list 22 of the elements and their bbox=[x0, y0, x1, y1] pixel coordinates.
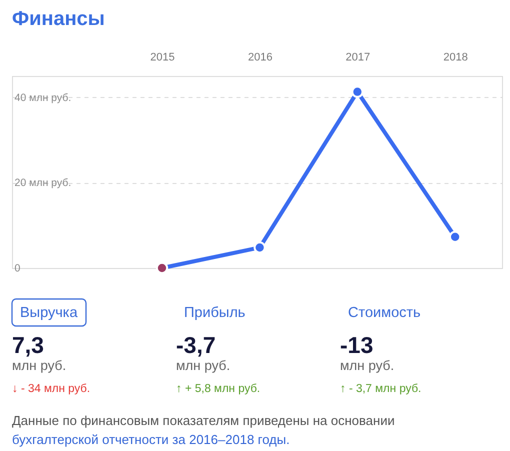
data-label: 7,3 bbox=[12, 332, 44, 358]
data-label: ↑ - 3,7 млн руб. bbox=[340, 383, 422, 395]
data-label: -3,7 bbox=[176, 332, 216, 358]
text: бухгалтерской отчетности за 2016–2018 годы. bbox=[12, 432, 290, 447]
category-label: Стоимость bbox=[348, 305, 421, 321]
category-label: Прибыль bbox=[184, 305, 246, 321]
data-label: ↑ + 5,8 млн руб. bbox=[176, 383, 260, 395]
data-label: -13 bbox=[340, 332, 374, 358]
y-tick-label: 40 млн руб. bbox=[14, 92, 72, 104]
x-tick-label: 2017 bbox=[346, 52, 370, 64]
text: млн руб. bbox=[340, 358, 394, 373]
x-tick-label: 2015 bbox=[150, 52, 175, 64]
x-tick-label: 2018 bbox=[443, 52, 468, 64]
text: млн руб. bbox=[176, 358, 230, 373]
category-label: Выручка bbox=[20, 305, 78, 321]
text: Данные по финансовым показателям приведены на основании bbox=[12, 413, 395, 428]
data-label: ↓ - 34 млн руб. bbox=[12, 383, 90, 395]
y-tick-label: 20 млн руб. bbox=[14, 177, 72, 190]
text: млн руб. bbox=[12, 358, 66, 373]
x-tick-label: 2016 bbox=[248, 52, 272, 64]
y-tick-label: 0 bbox=[14, 262, 20, 274]
chart-title: Финансы bbox=[12, 8, 105, 30]
